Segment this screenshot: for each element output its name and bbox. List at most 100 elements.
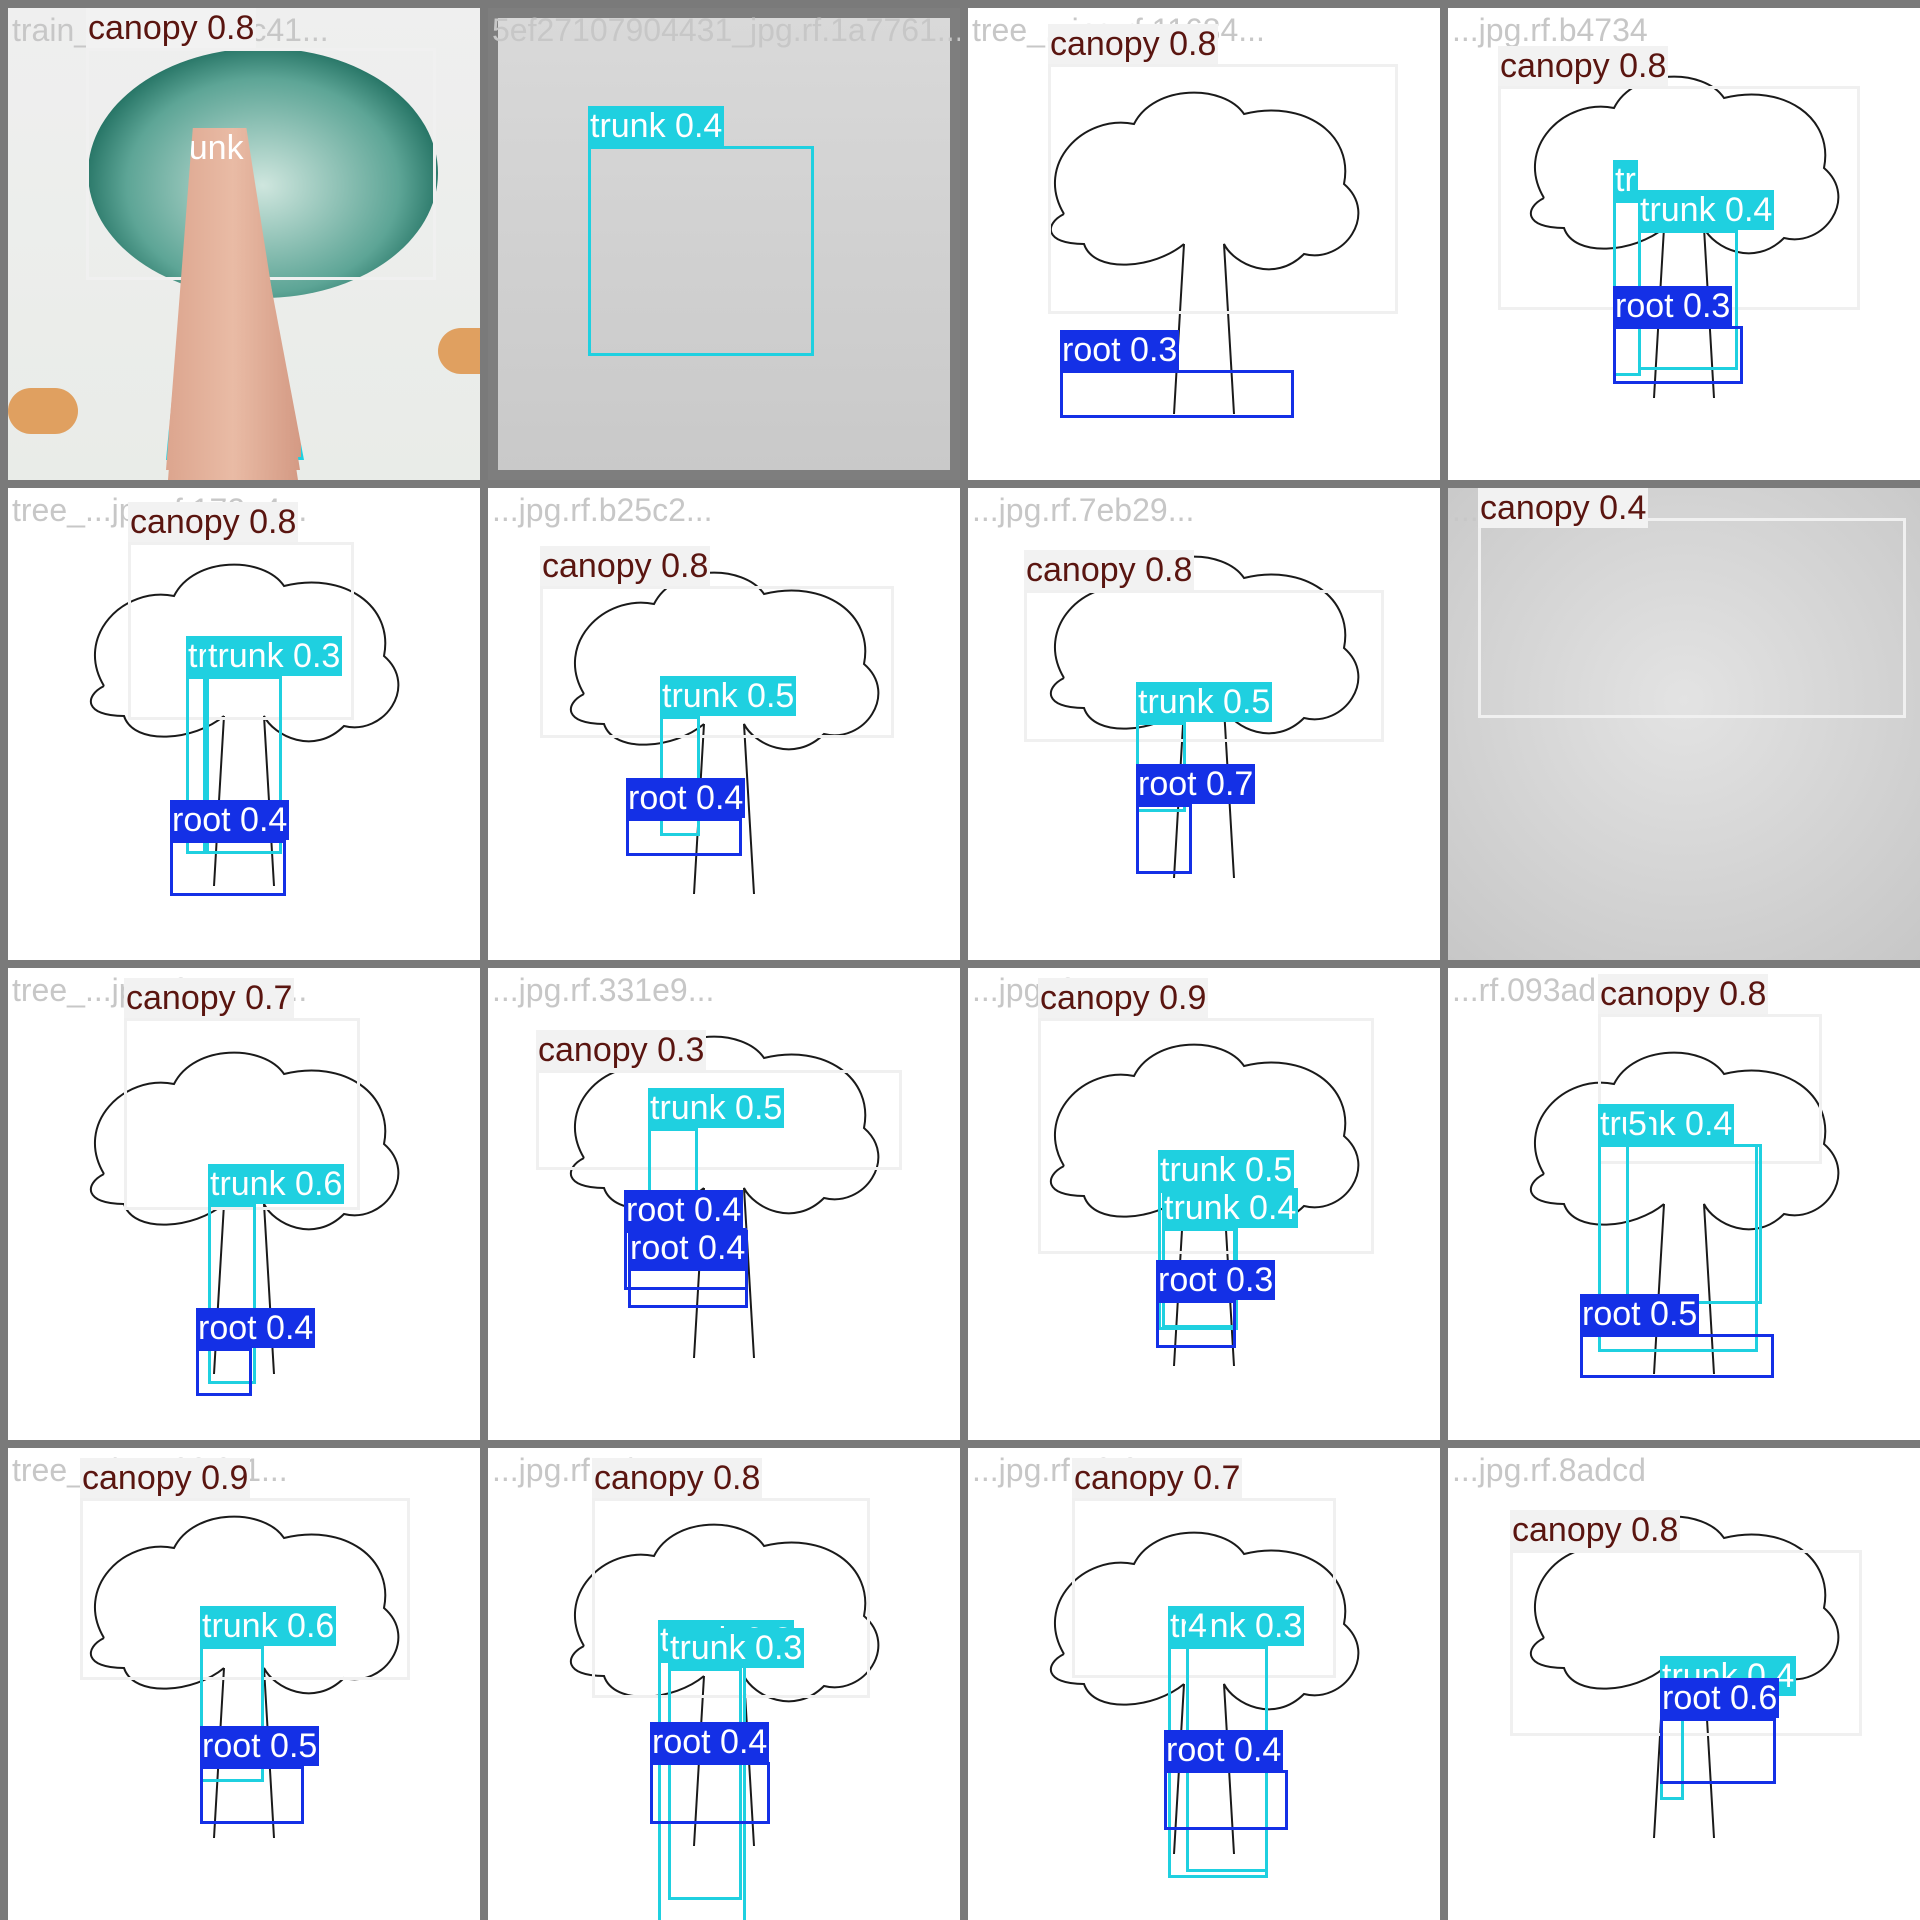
- finger: [8, 388, 78, 434]
- root-label: root 0.4: [1164, 1730, 1284, 1770]
- trunk-label: trunk 0.6: [208, 1164, 345, 1204]
- root-label: root 0.7: [1136, 764, 1256, 804]
- canopy-label: canopy 0.8: [128, 502, 299, 542]
- image-filename: ...jpg.rf.8adcd: [1452, 1452, 1646, 1488]
- root-bounding-box: [626, 818, 742, 856]
- canopy-label: canopy 0.8: [1510, 1510, 1681, 1550]
- root-label: root 0.4: [170, 800, 290, 840]
- canopy-label: canopy 0.8: [1024, 550, 1195, 590]
- trunk-bounding-box: [186, 676, 206, 854]
- photo-background: [498, 18, 950, 470]
- detection-tile: 5ef27107904431_jpg.rf.1a7761...trunk 0.4: [488, 8, 960, 480]
- trunk-bounding-box: [206, 676, 282, 854]
- image-filename: ...jpg.rf.7eb29...: [972, 492, 1195, 528]
- canopy-bounding-box: [540, 586, 894, 738]
- root-label: root 0.4: [624, 1190, 744, 1230]
- root-bounding-box: [1164, 1770, 1288, 1830]
- root-label: root 0.4: [626, 778, 746, 818]
- canopy-label: canopy 0.8: [592, 1458, 763, 1498]
- canopy-label: canopy 0.9: [1038, 978, 1209, 1018]
- canopy-label: canopy 0.4: [1478, 488, 1649, 528]
- tree-drawing: [1529, 1051, 1840, 1375]
- root-label: root 0.3: [1613, 286, 1733, 326]
- root-bounding-box: [200, 1766, 304, 1824]
- detection-tile: ...rf.093ad canopy 0.8 trunk 0.4 5 root 0.5: [1448, 968, 1920, 1440]
- root-bounding-box: [628, 1268, 748, 1308]
- root-label: root 0.4: [650, 1722, 770, 1762]
- root-label: root 0.6: [1660, 1678, 1780, 1718]
- canopy-label: canopy 0.8: [1598, 974, 1769, 1014]
- detection-tile: train_...jpg.rf.50cc41...canopy 0.8trunk…: [8, 8, 480, 480]
- trunk-label: trunk 0.4: [1638, 190, 1775, 230]
- trunk-label: trunk 0.5: [648, 1088, 785, 1128]
- trunk-label: tr: [1613, 160, 1638, 200]
- image-filename: ...jpg.rf.b25c2...: [492, 492, 713, 528]
- finger: [438, 328, 480, 374]
- tree-drawing: [1049, 91, 1360, 415]
- trunk-label: trunk 0.4: [1162, 1188, 1299, 1228]
- canopy-bounding-box: [1048, 64, 1398, 314]
- detection-tile: ...jpg.rf.b4734 canopy 0.8 tr trunk 0.4 root…: [1448, 8, 1920, 480]
- image-filename: ...jpg.rf.b4734: [1452, 12, 1648, 48]
- root-label: root 0.4: [196, 1308, 316, 1348]
- canopy-label: canopy 0.8: [540, 546, 711, 586]
- root-bounding-box: [1580, 1334, 1774, 1378]
- root-bounding-box: [1613, 326, 1743, 384]
- detection-tile: ...jpg.rf.8adcd canopy 0.8 trunk 0.4 root 0…: [1448, 1448, 1920, 1920]
- canopy-label: canopy 0.8: [86, 8, 257, 48]
- canopy-label: canopy 0.7: [1072, 1458, 1243, 1498]
- canopy-label: canopy 0.3: [536, 1030, 707, 1070]
- image-filename: 5ef27107904431_jpg.rf.1a7761...: [492, 12, 960, 48]
- canopy-bounding-box: [1510, 1550, 1862, 1736]
- canopy-bounding-box: [1024, 590, 1384, 742]
- root-label: root 0.4: [628, 1228, 748, 1268]
- image-filename: ...jpg.rf.331e9...: [492, 972, 715, 1008]
- trunk-bounding-box: [660, 716, 700, 836]
- detection-tile: ...jpg.rf.830d6canopy 0.4: [1448, 488, 1920, 960]
- canopy-label: canopy 0.8: [1498, 46, 1669, 86]
- canopy-bounding-box: [1478, 518, 1906, 718]
- trunk-label: trunk 0.4: [1598, 1104, 1735, 1144]
- trunk-bounding-box: [668, 1668, 742, 1900]
- root-bounding-box: [1156, 1300, 1236, 1348]
- root-bounding-box: [1136, 804, 1192, 874]
- trunk-bounding-box: [208, 1204, 256, 1384]
- canopy-label: canopy 0.8: [1048, 24, 1219, 64]
- root-label: root 0.3: [1060, 330, 1180, 370]
- canopy-bounding-box: [592, 1498, 870, 1698]
- canopy-bounding-box: [536, 1070, 902, 1170]
- trunk-label: trunk 0.5: [660, 676, 797, 716]
- canopy-bounding-box: [128, 542, 354, 720]
- canopy-bounding-box: [1072, 1498, 1336, 1678]
- trunk-label: 5: [1626, 1104, 1649, 1144]
- root-bounding-box: [1060, 370, 1294, 418]
- trunk-label: trunk 0.3: [206, 636, 343, 676]
- root-label: root 0.5: [200, 1726, 320, 1766]
- canopy-bounding-box: [1038, 1018, 1374, 1254]
- canopy-bounding-box: [124, 1018, 360, 1210]
- root-bounding-box: [196, 1348, 252, 1396]
- root-label: root 0.3: [1156, 1260, 1276, 1300]
- detection-tile: ...jpg.rf.7eb29... canopy 0.8 trunk 0.5 roo…: [968, 488, 1440, 960]
- detection-tile: ...jpg.rf.b25c2... canopy 0.8 trunk 0.5 roo…: [488, 488, 960, 960]
- trunk-label: trunk 0.5: [1136, 682, 1273, 722]
- root-bounding-box: [1660, 1718, 1776, 1784]
- photo-background: [1448, 488, 1920, 960]
- image-filename: ...rf.093ad: [1452, 972, 1597, 1008]
- trunk-bounding-box: [1626, 1144, 1762, 1304]
- canopy-label: canopy 0.7: [124, 978, 295, 1018]
- trunk-label: trunk 0.4: [588, 106, 725, 146]
- root-bounding-box: [650, 1762, 770, 1824]
- trunk-label: trunk 0.6: [200, 1606, 337, 1646]
- root-bounding-box: [170, 840, 286, 896]
- detection-tile: tree_...jpg.rf.172a4...canopy 0.8trtrunk…: [8, 488, 480, 960]
- canopy-label: canopy 0.9: [80, 1458, 251, 1498]
- detection-tile: ...jpg.rf.331e9... canopy 0.3 trunk 0.5 roo…: [488, 968, 960, 1440]
